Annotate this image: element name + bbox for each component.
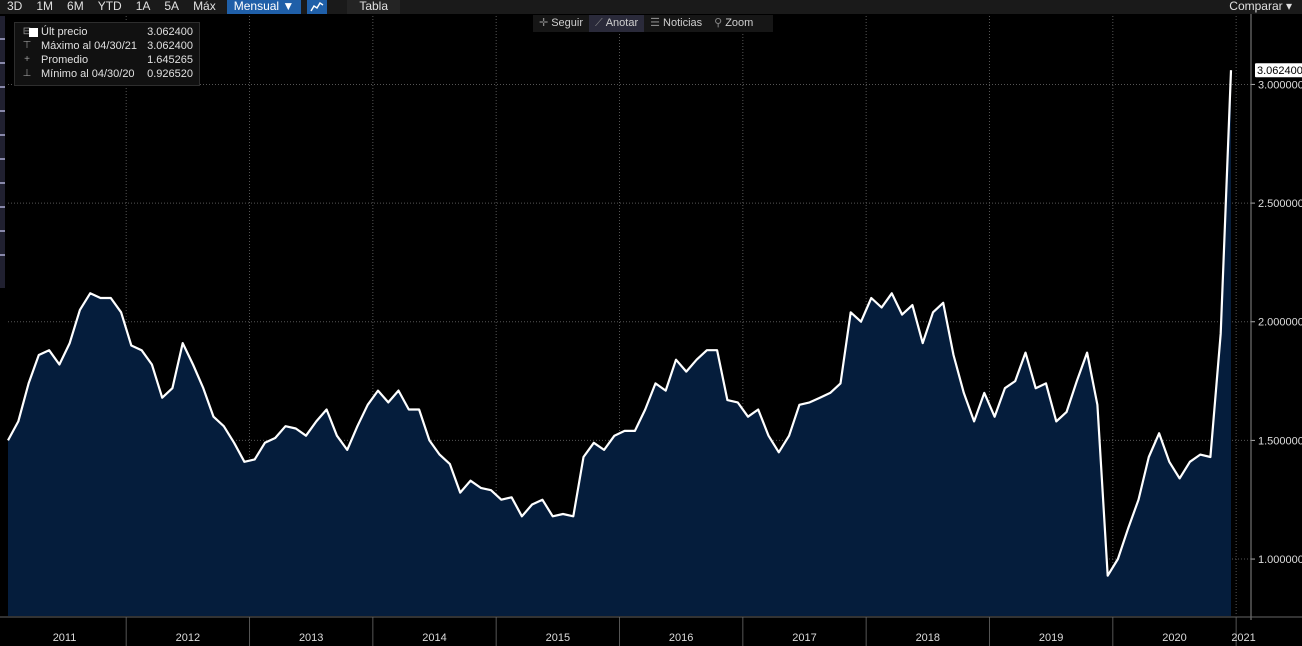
y-tick-label: 1.500000 <box>1258 435 1302 447</box>
side-tool-strip[interactable] <box>0 16 5 288</box>
tool-icon[interactable] <box>0 86 5 88</box>
y-tick-label: 2.000000 <box>1258 317 1302 329</box>
tool-icon[interactable] <box>0 38 5 40</box>
min-marker-icon: ⊥ <box>22 68 32 79</box>
list-icon: ☰ <box>650 17 661 29</box>
zoom-tool[interactable]: ⚲ Zoom <box>714 17 754 29</box>
x-year-label: 2016 <box>669 632 693 644</box>
tool-icon[interactable] <box>0 62 5 64</box>
last-value-box <box>1255 63 1302 78</box>
range-ytd-button[interactable]: YTD <box>97 0 122 13</box>
range-max-button[interactable]: Máx <box>193 0 216 13</box>
x-year-label: 2014 <box>422 632 446 644</box>
follow-tool[interactable]: ✛ Seguir <box>539 17 584 29</box>
range-1a-button[interactable]: 1A <box>135 0 151 13</box>
series-line <box>7 70 1233 577</box>
average-marker-icon: + <box>24 54 30 65</box>
x-year-label: 2015 <box>546 632 570 644</box>
crosshair-icon: ✛ <box>539 17 549 29</box>
chart-tools: ✛ Seguir ⟋ Anotar ☰ Noticias ⚲ Zoom <box>533 15 773 32</box>
table-button[interactable]: Tabla <box>347 0 400 14</box>
legend-last[interactable]: ⊟ Últ precio 3.062400 <box>22 26 193 38</box>
range-6m-button[interactable]: 6M <box>67 0 84 13</box>
tool-icon[interactable] <box>0 110 5 112</box>
range-1m-button[interactable]: 1M <box>36 0 54 13</box>
y-tick-label: 2.500000 <box>1258 198 1302 210</box>
max-marker-icon: ⊤ <box>22 40 32 51</box>
y-tick-label: 3.000000 <box>1258 79 1302 91</box>
x-year-label: 2021 <box>1231 632 1255 644</box>
collapse-icon[interactable]: ⊟ <box>22 26 32 37</box>
x-year-label: 2017 <box>792 632 816 644</box>
last-value-text: 3.062400 <box>1257 65 1302 77</box>
x-year-label: 2020 <box>1162 632 1186 644</box>
series-area <box>8 70 1231 616</box>
tool-icon[interactable] <box>0 134 5 136</box>
top-toolbar: 3D 1M 6M YTD 1A 5A Máx Mensual ▼ Tabla C… <box>0 0 1302 14</box>
series-swatch <box>29 28 38 37</box>
compare-dropdown[interactable]: Comparar ▾ <box>1229 0 1292 13</box>
line-chart-icon[interactable] <box>307 0 328 14</box>
y-axis: 1.000000 1.500000 2.000000 2.500000 3.000000 <box>1250 14 1302 620</box>
range-3d-button[interactable]: 3D <box>7 0 23 13</box>
tool-icon[interactable] <box>0 206 5 208</box>
range-5a-button[interactable]: 5A <box>164 0 180 13</box>
tool-icon[interactable] <box>0 230 5 232</box>
news-tool[interactable]: ☰ Noticias <box>650 17 703 29</box>
tool-icon[interactable] <box>0 182 5 184</box>
pencil-icon: ⟋ <box>595 17 603 29</box>
legend-average: + Promedio 1.645265 <box>19 53 195 67</box>
y-tick-label: 1.000000 <box>1258 554 1302 566</box>
x-year-label: 2011 <box>53 632 77 644</box>
legend-box: ⊟ Últ precio 3.062400 ⊤ Máximo al 04/30/… <box>14 22 200 86</box>
annotate-tool[interactable]: ⟋ Anotar <box>589 15 645 32</box>
legend-max: ⊤ Máximo al 04/30/21 3.062400 <box>22 40 193 52</box>
x-year-label: 2018 <box>916 632 940 644</box>
tool-icon[interactable] <box>0 158 5 160</box>
x-year-label: 2019 <box>1039 632 1063 644</box>
x-year-label: 2013 <box>299 632 323 644</box>
x-axis: 2011 2012 2013 2014 2015 2016 2017 2018 2019 2020… <box>0 616 1302 646</box>
tool-icon[interactable] <box>0 254 5 256</box>
magnifier-icon: ⚲ <box>714 17 723 29</box>
x-year-label: 2012 <box>176 632 200 644</box>
last-value-label: 3.062400 <box>1255 63 1302 77</box>
legend-min: ⊥ Mínimo al 04/30/20 0.926520 <box>22 68 193 80</box>
period-dropdown[interactable]: Mensual ▼ <box>226 0 302 14</box>
